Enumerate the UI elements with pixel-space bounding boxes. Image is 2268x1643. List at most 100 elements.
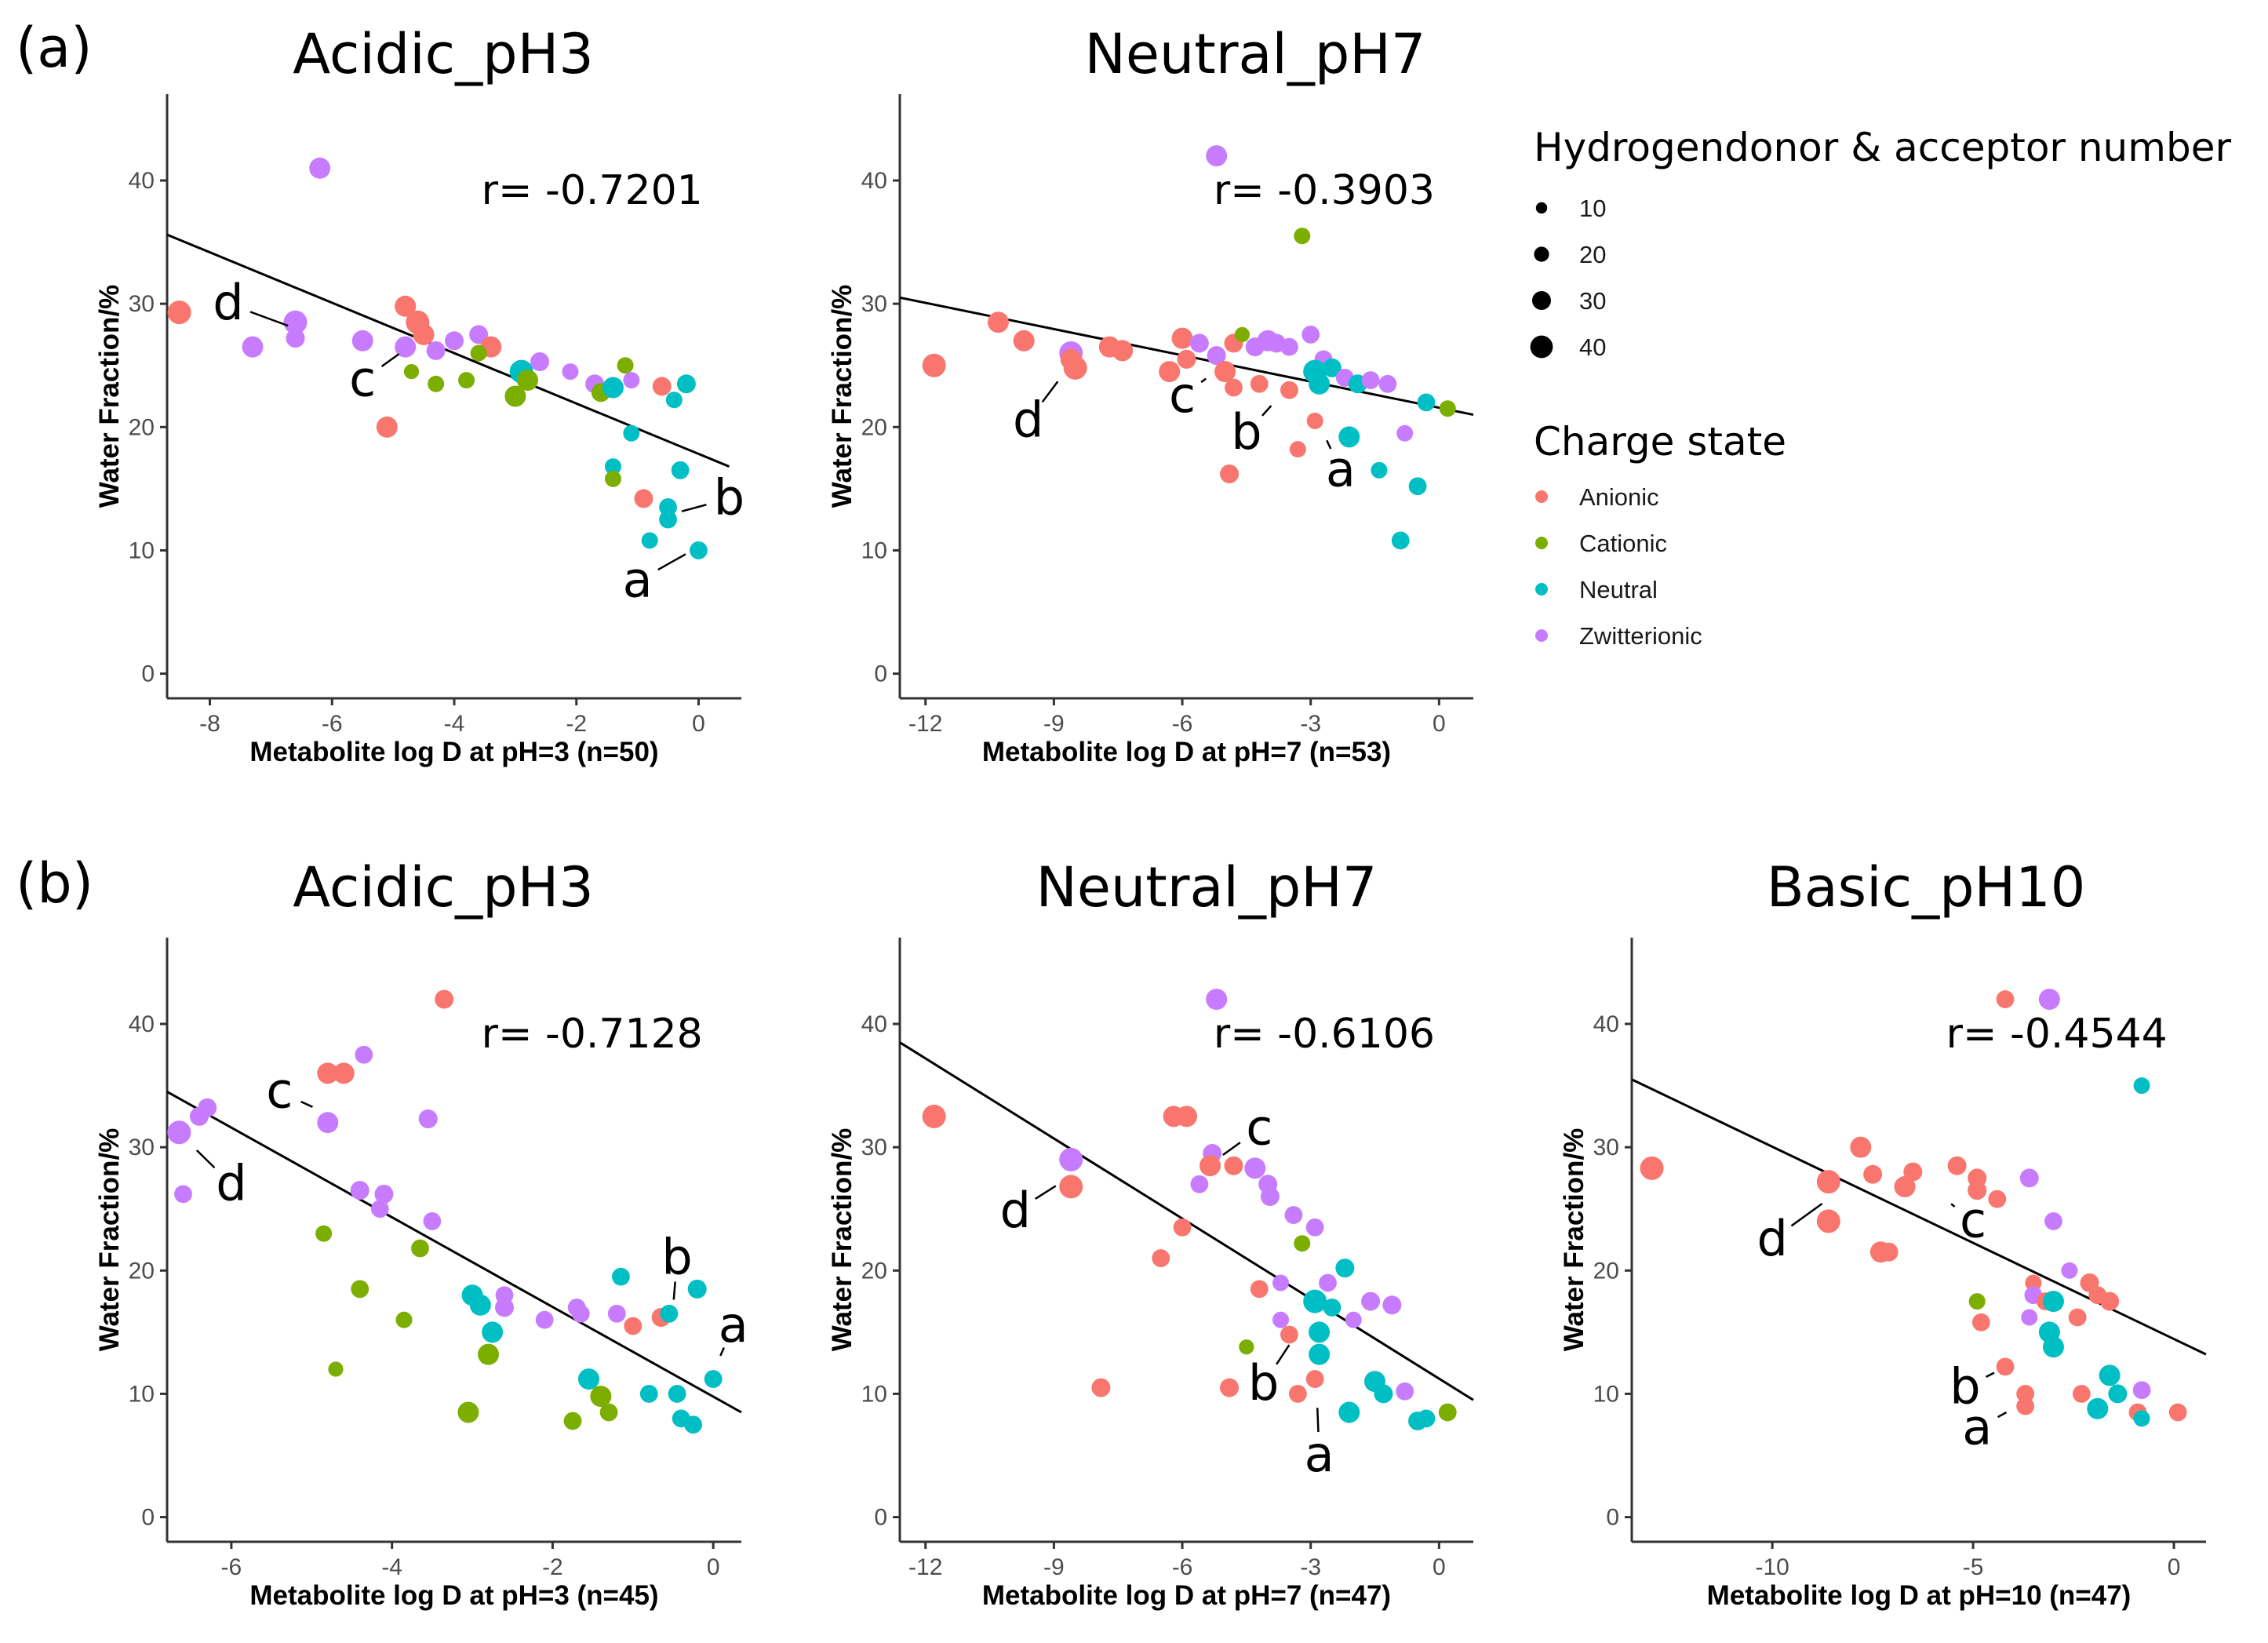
x-axis-label: Metabolite log D at pH=3 (n=45) [249, 1580, 658, 1611]
annotation-label: b [714, 468, 744, 526]
x-axis-label: Metabolite log D at pH=7 (n=53) [982, 737, 1391, 767]
data-point-anionic [922, 1104, 946, 1128]
data-point-neutral [1338, 1401, 1360, 1423]
legend-color-label: Zwitterionic [1579, 622, 1702, 650]
data-point-cationic [458, 372, 475, 389]
y-tick-label: 30 [1593, 1135, 1619, 1160]
data-point-cationic [590, 1386, 612, 1408]
data-point-zwitterionic [1244, 1157, 1266, 1179]
data-point-zwitterionic [1206, 145, 1228, 167]
chart-title: Neutral_pH7 [1036, 855, 1378, 920]
data-point-cationic [1294, 1235, 1311, 1252]
data-point-zwitterionic [1345, 1311, 1362, 1328]
annotation-label: a [719, 1296, 748, 1353]
y-axis-label: Water Fraction/% [827, 285, 857, 508]
data-point-cationic [428, 375, 445, 392]
legend-size-label: 40 [1579, 333, 1606, 361]
chart-title: Acidic_pH3 [293, 855, 594, 920]
data-point-neutral [639, 1385, 658, 1403]
data-point-zwitterionic [1396, 1382, 1414, 1401]
data-point-zwitterionic [418, 1109, 438, 1128]
data-point-anionic [1250, 1280, 1269, 1299]
annotation-label: b [1248, 1354, 1279, 1412]
y-tick-label: 20 [129, 1258, 155, 1284]
data-point-anionic [167, 301, 191, 325]
data-point-zwitterionic [469, 325, 489, 344]
x-tick-label: -6 [1172, 711, 1193, 737]
data-point-zwitterionic [530, 352, 550, 371]
legend-size-label: 10 [1579, 195, 1606, 222]
data-point-cationic [516, 370, 538, 392]
chart-b3-basic-ph10: Basic_pH10 0 10 20 30 40 -10 -5 0 Metabolite log … [1559, 855, 2207, 1611]
y-tick-label: 0 [141, 1505, 155, 1531]
data-point-anionic [395, 295, 417, 317]
x-axis-label: Metabolite log D at pH=10 (n=47) [1707, 1580, 2131, 1611]
data-point-neutral [659, 498, 677, 516]
data-point-zwitterionic [426, 341, 446, 360]
annotation-leader [1950, 1203, 1956, 1208]
y-tick-label: 30 [129, 291, 155, 317]
x-tick-label: -3 [1300, 1554, 1321, 1580]
data-point-zwitterionic [607, 1304, 626, 1323]
data-point-anionic [1289, 441, 1306, 458]
y-axis-label: Water Fraction/% [827, 1128, 857, 1352]
data-point-zwitterionic [1190, 1175, 1209, 1193]
data-point-neutral [1417, 393, 1436, 412]
y-tick-label: 20 [861, 1258, 887, 1284]
data-point-anionic [1200, 1155, 1221, 1177]
data-point-zwitterionic [1272, 1311, 1290, 1328]
annotation-leader [1326, 439, 1332, 450]
data-point-neutral [1335, 1259, 1355, 1278]
data-point-cationic [504, 385, 526, 407]
data-point-zwitterionic [535, 1310, 554, 1329]
data-point-zwitterionic [1260, 1187, 1280, 1206]
data-point-anionic [1171, 327, 1193, 349]
data-point-neutral [1408, 477, 1427, 496]
data-point-zwitterionic [562, 363, 579, 381]
annotation-leader [681, 504, 707, 512]
data-point-neutral [687, 1279, 707, 1299]
data-point-anionic [376, 416, 398, 438]
data-point-anionic [1968, 1181, 1987, 1200]
data-point-cationic [351, 1280, 370, 1299]
data-point-anionic [1305, 1370, 1324, 1388]
data-point-cationic [395, 1311, 413, 1328]
annotation-leader [1261, 405, 1272, 417]
data-point-anionic [922, 353, 946, 377]
legend-color-marker-neutral [1535, 583, 1548, 596]
data-point-anionic [634, 489, 653, 508]
data-point-zwitterionic [317, 1112, 339, 1134]
panel-label-b: (b) [16, 851, 93, 916]
data-point-anionic [1816, 1209, 1840, 1233]
data-point-zwitterionic [1382, 1295, 1402, 1315]
data-point-neutral [684, 1415, 702, 1434]
data-point-neutral [660, 1304, 679, 1323]
x-tick-label: -6 [1172, 1554, 1193, 1580]
data-point-zwitterionic [1059, 1147, 1083, 1171]
x-tick-label: -8 [199, 711, 220, 737]
annotation-label: c [266, 1062, 293, 1119]
data-point-cationic [478, 1343, 500, 1365]
regression-line [166, 1091, 742, 1414]
data-point-neutral [676, 374, 696, 394]
data-point-zwitterionic [2132, 1381, 2151, 1400]
data-point-anionic [1013, 330, 1035, 352]
data-point-neutral [2099, 1364, 2121, 1386]
data-point-neutral [2042, 1336, 2064, 1358]
data-point-zwitterionic [423, 1212, 442, 1230]
y-tick-label: 0 [874, 661, 887, 687]
data-point-anionic [1060, 348, 1082, 370]
x-tick-label: -12 [908, 1554, 942, 1580]
correlation-label: r= -0.4544 [1946, 1011, 2168, 1058]
data-point-zwitterionic [350, 1181, 370, 1200]
data-point-zwitterionic [355, 1045, 373, 1064]
annotation-leader [657, 553, 686, 571]
legend-size-marker [1534, 246, 1549, 262]
annotation-label: d [213, 274, 243, 331]
y-tick-label: 40 [129, 1011, 155, 1037]
data-point-zwitterionic [1301, 326, 1320, 344]
y-tick-label: 10 [861, 537, 887, 563]
data-point-zwitterionic [174, 1185, 192, 1204]
data-point-zwitterionic [370, 1200, 389, 1219]
data-point-neutral [2042, 1291, 2064, 1313]
